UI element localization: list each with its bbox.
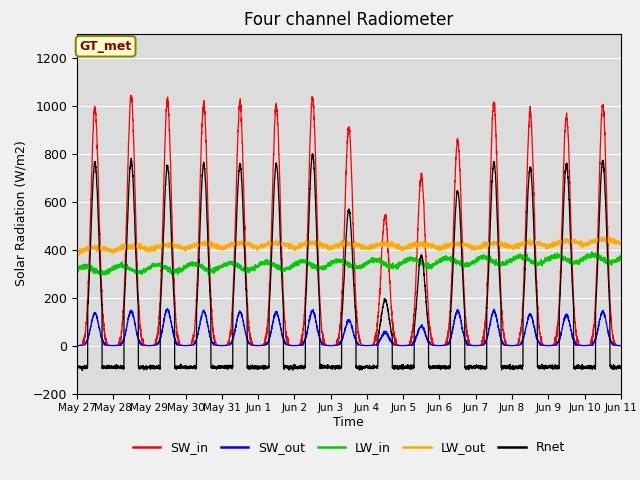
LW_out bbox=[329, 246, 337, 252]
LW_out bbox=[171, 244, 179, 250]
Line: SW_in: SW_in bbox=[77, 96, 621, 346]
LW_out bbox=[73, 249, 81, 255]
Rnet bbox=[616, 363, 624, 369]
Text: GT_met: GT_met bbox=[79, 40, 132, 53]
Rnet bbox=[471, 364, 479, 370]
SW_out bbox=[171, 336, 179, 341]
SW_out bbox=[373, 343, 381, 348]
LW_in bbox=[471, 257, 479, 263]
Rnet bbox=[308, 151, 316, 156]
Line: LW_in: LW_in bbox=[77, 252, 621, 275]
LW_in bbox=[502, 263, 509, 268]
LW_in bbox=[616, 257, 624, 263]
Line: LW_out: LW_out bbox=[77, 237, 621, 255]
Line: Rnet: Rnet bbox=[77, 154, 621, 371]
Rnet bbox=[171, 365, 179, 371]
SW_in bbox=[329, 343, 337, 348]
LW_out bbox=[75, 252, 83, 258]
Title: Four channel Radiometer: Four channel Radiometer bbox=[244, 11, 453, 29]
SW_out bbox=[164, 306, 172, 312]
Rnet bbox=[78, 368, 86, 373]
LW_out bbox=[441, 247, 449, 252]
Y-axis label: Solar Radiation (W/m2): Solar Radiation (W/m2) bbox=[14, 141, 27, 287]
LW_in bbox=[441, 256, 449, 262]
SW_in bbox=[73, 343, 81, 348]
SW_out bbox=[73, 343, 81, 348]
LW_in bbox=[171, 267, 179, 273]
Rnet bbox=[617, 365, 625, 371]
SW_in bbox=[441, 342, 449, 348]
SW_out bbox=[617, 343, 625, 348]
SW_in bbox=[617, 343, 625, 348]
LW_in bbox=[588, 249, 596, 254]
SW_out bbox=[502, 342, 509, 348]
LW_in bbox=[617, 257, 625, 263]
SW_out bbox=[329, 343, 337, 348]
SW_out bbox=[616, 343, 624, 348]
SW_in bbox=[102, 343, 110, 348]
SW_in bbox=[171, 300, 179, 306]
LW_in bbox=[329, 260, 337, 266]
SW_in bbox=[502, 338, 509, 344]
SW_in bbox=[471, 343, 479, 348]
LW_out bbox=[471, 247, 479, 252]
SW_in bbox=[127, 93, 135, 98]
Rnet bbox=[441, 365, 449, 371]
LW_in bbox=[73, 266, 81, 272]
LW_out bbox=[598, 234, 606, 240]
LW_out bbox=[502, 241, 509, 247]
SW_out bbox=[441, 343, 449, 348]
Rnet bbox=[73, 365, 81, 371]
LW_out bbox=[617, 241, 625, 247]
X-axis label: Time: Time bbox=[333, 416, 364, 429]
Rnet bbox=[502, 363, 509, 369]
Line: SW_out: SW_out bbox=[77, 309, 621, 346]
Rnet bbox=[329, 366, 337, 372]
SW_out bbox=[471, 343, 479, 348]
Legend: SW_in, SW_out, LW_in, LW_out, Rnet: SW_in, SW_out, LW_in, LW_out, Rnet bbox=[127, 436, 570, 459]
LW_in bbox=[102, 272, 109, 278]
LW_out bbox=[616, 241, 624, 247]
SW_in bbox=[616, 343, 624, 348]
